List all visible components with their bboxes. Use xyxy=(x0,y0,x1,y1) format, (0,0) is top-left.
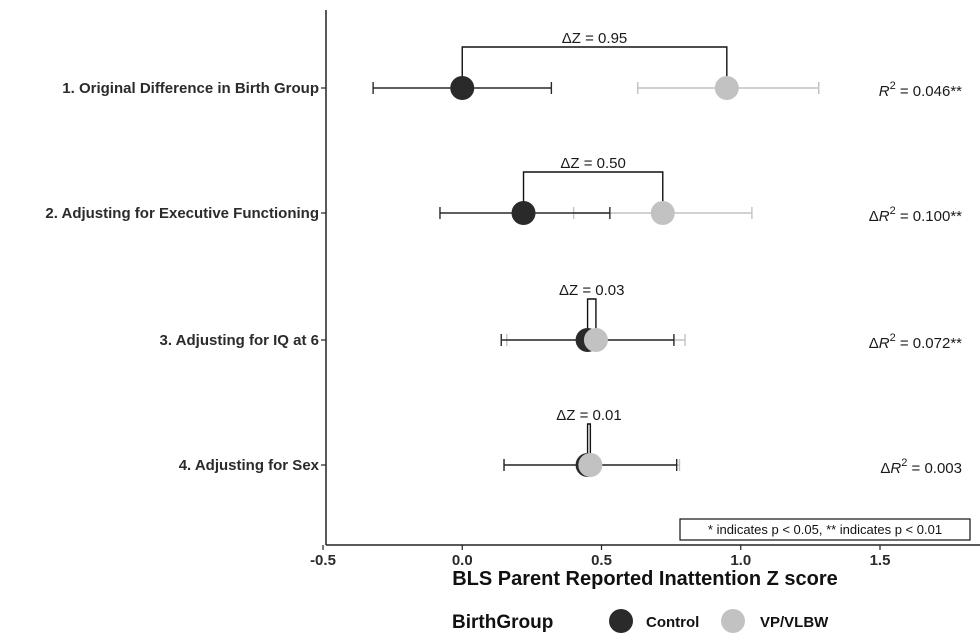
significance-note: * indicates p < 0.05, ** indicates p < 0… xyxy=(679,518,971,541)
delta-z-label: ΔZ = 0.03 xyxy=(559,282,624,299)
legend: BirthGroup Control VP/VLBW xyxy=(452,609,829,633)
delta-bracket xyxy=(586,298,597,340)
r-squared-label: ΔR2 = 0.003 xyxy=(880,457,962,477)
note-text: * indicates p < 0.05, ** indicates p < 0… xyxy=(708,522,942,537)
vpvlbw-point xyxy=(650,201,675,225)
delta-bracket xyxy=(461,46,728,88)
delta-z-label: ΔZ = 0.95 xyxy=(562,30,627,47)
vpvlbw-point xyxy=(578,453,603,477)
r-squared-label: ΔR2 = 0.072** xyxy=(869,332,962,352)
x-tick-label: 0.0 xyxy=(452,552,473,569)
legend-label-control: Control xyxy=(646,614,699,631)
delta-z-label: ΔZ = 0.50 xyxy=(560,155,625,172)
estimate-row: ΔZ = 0.95 R2 = 0.046** xyxy=(372,30,962,100)
delta-bracket xyxy=(522,171,664,213)
legend-label-vpvlbw: VP/VLBW xyxy=(760,614,829,631)
y-tick-labels: 1. Original Difference in Birth Group 2. … xyxy=(45,80,319,474)
r-squared-label: ΔR2 = 0.100** xyxy=(869,205,962,225)
x-tick-label: 1.5 xyxy=(870,552,891,569)
estimate-row: ΔZ = 0.50 ΔR2 = 0.100** xyxy=(439,155,962,225)
vpvlbw-point xyxy=(714,76,739,100)
x-axis xyxy=(322,544,980,550)
estimate-row: ΔZ = 0.03 ΔR2 = 0.072** xyxy=(500,282,962,352)
delta-bracket xyxy=(586,423,592,465)
legend-swatch-control xyxy=(609,609,633,633)
y-tick-label: 3. Adjusting for IQ at 6 xyxy=(160,332,319,349)
x-tick-label: 1.0 xyxy=(730,552,751,569)
legend-title: BirthGroup xyxy=(452,612,553,633)
x-tick-label: -0.5 xyxy=(310,552,336,569)
note-box xyxy=(679,518,971,541)
y-tick-label: 4. Adjusting for Sex xyxy=(179,457,320,474)
r-squared-label: R2 = 0.046** xyxy=(879,80,962,100)
control-point xyxy=(450,76,475,100)
x-axis-label: BLS Parent Reported Inattention Z score xyxy=(452,568,838,590)
y-tick-label: 1. Original Difference in Birth Group xyxy=(62,80,319,97)
legend-swatch-vpvlbw xyxy=(721,609,745,633)
x-tick-labels: -0.5 0.0 0.5 1.0 1.5 xyxy=(310,552,890,569)
x-tick-label: 0.5 xyxy=(591,552,612,569)
delta-z-label: ΔZ = 0.01 xyxy=(556,407,621,424)
estimate-rows: ΔZ = 0.95 R2 = 0.046** ΔZ = 0.50 ΔR2 = 0.10… xyxy=(372,30,962,477)
control-point xyxy=(511,201,536,225)
y-tick-label: 2. Adjusting for Executive Functioning xyxy=(45,205,319,222)
estimate-row: ΔZ = 0.01 ΔR2 = 0.003 xyxy=(503,407,962,477)
vpvlbw-point xyxy=(583,328,608,352)
y-axis xyxy=(321,10,327,545)
